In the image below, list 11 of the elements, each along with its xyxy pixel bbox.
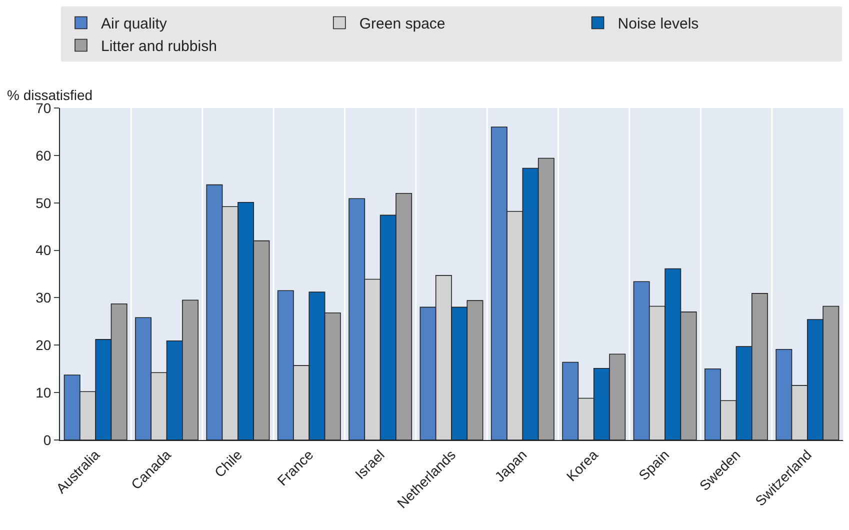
y-tick-label: 20 (36, 337, 52, 354)
y-tick-label: 10 (36, 384, 52, 400)
y-tick-label: 0 (43, 432, 52, 448)
legend-label: Air quality (101, 16, 168, 33)
legend-label: Green space (359, 16, 446, 33)
y-tick-label: 60 (36, 147, 52, 164)
y-tick-label: 50 (36, 194, 52, 211)
legend-label: Litter and rubbish (101, 38, 217, 56)
legend-label: Noise levels (618, 16, 699, 33)
y-tick-label: 40 (36, 242, 52, 258)
y-tick-label: 30 (36, 290, 52, 306)
